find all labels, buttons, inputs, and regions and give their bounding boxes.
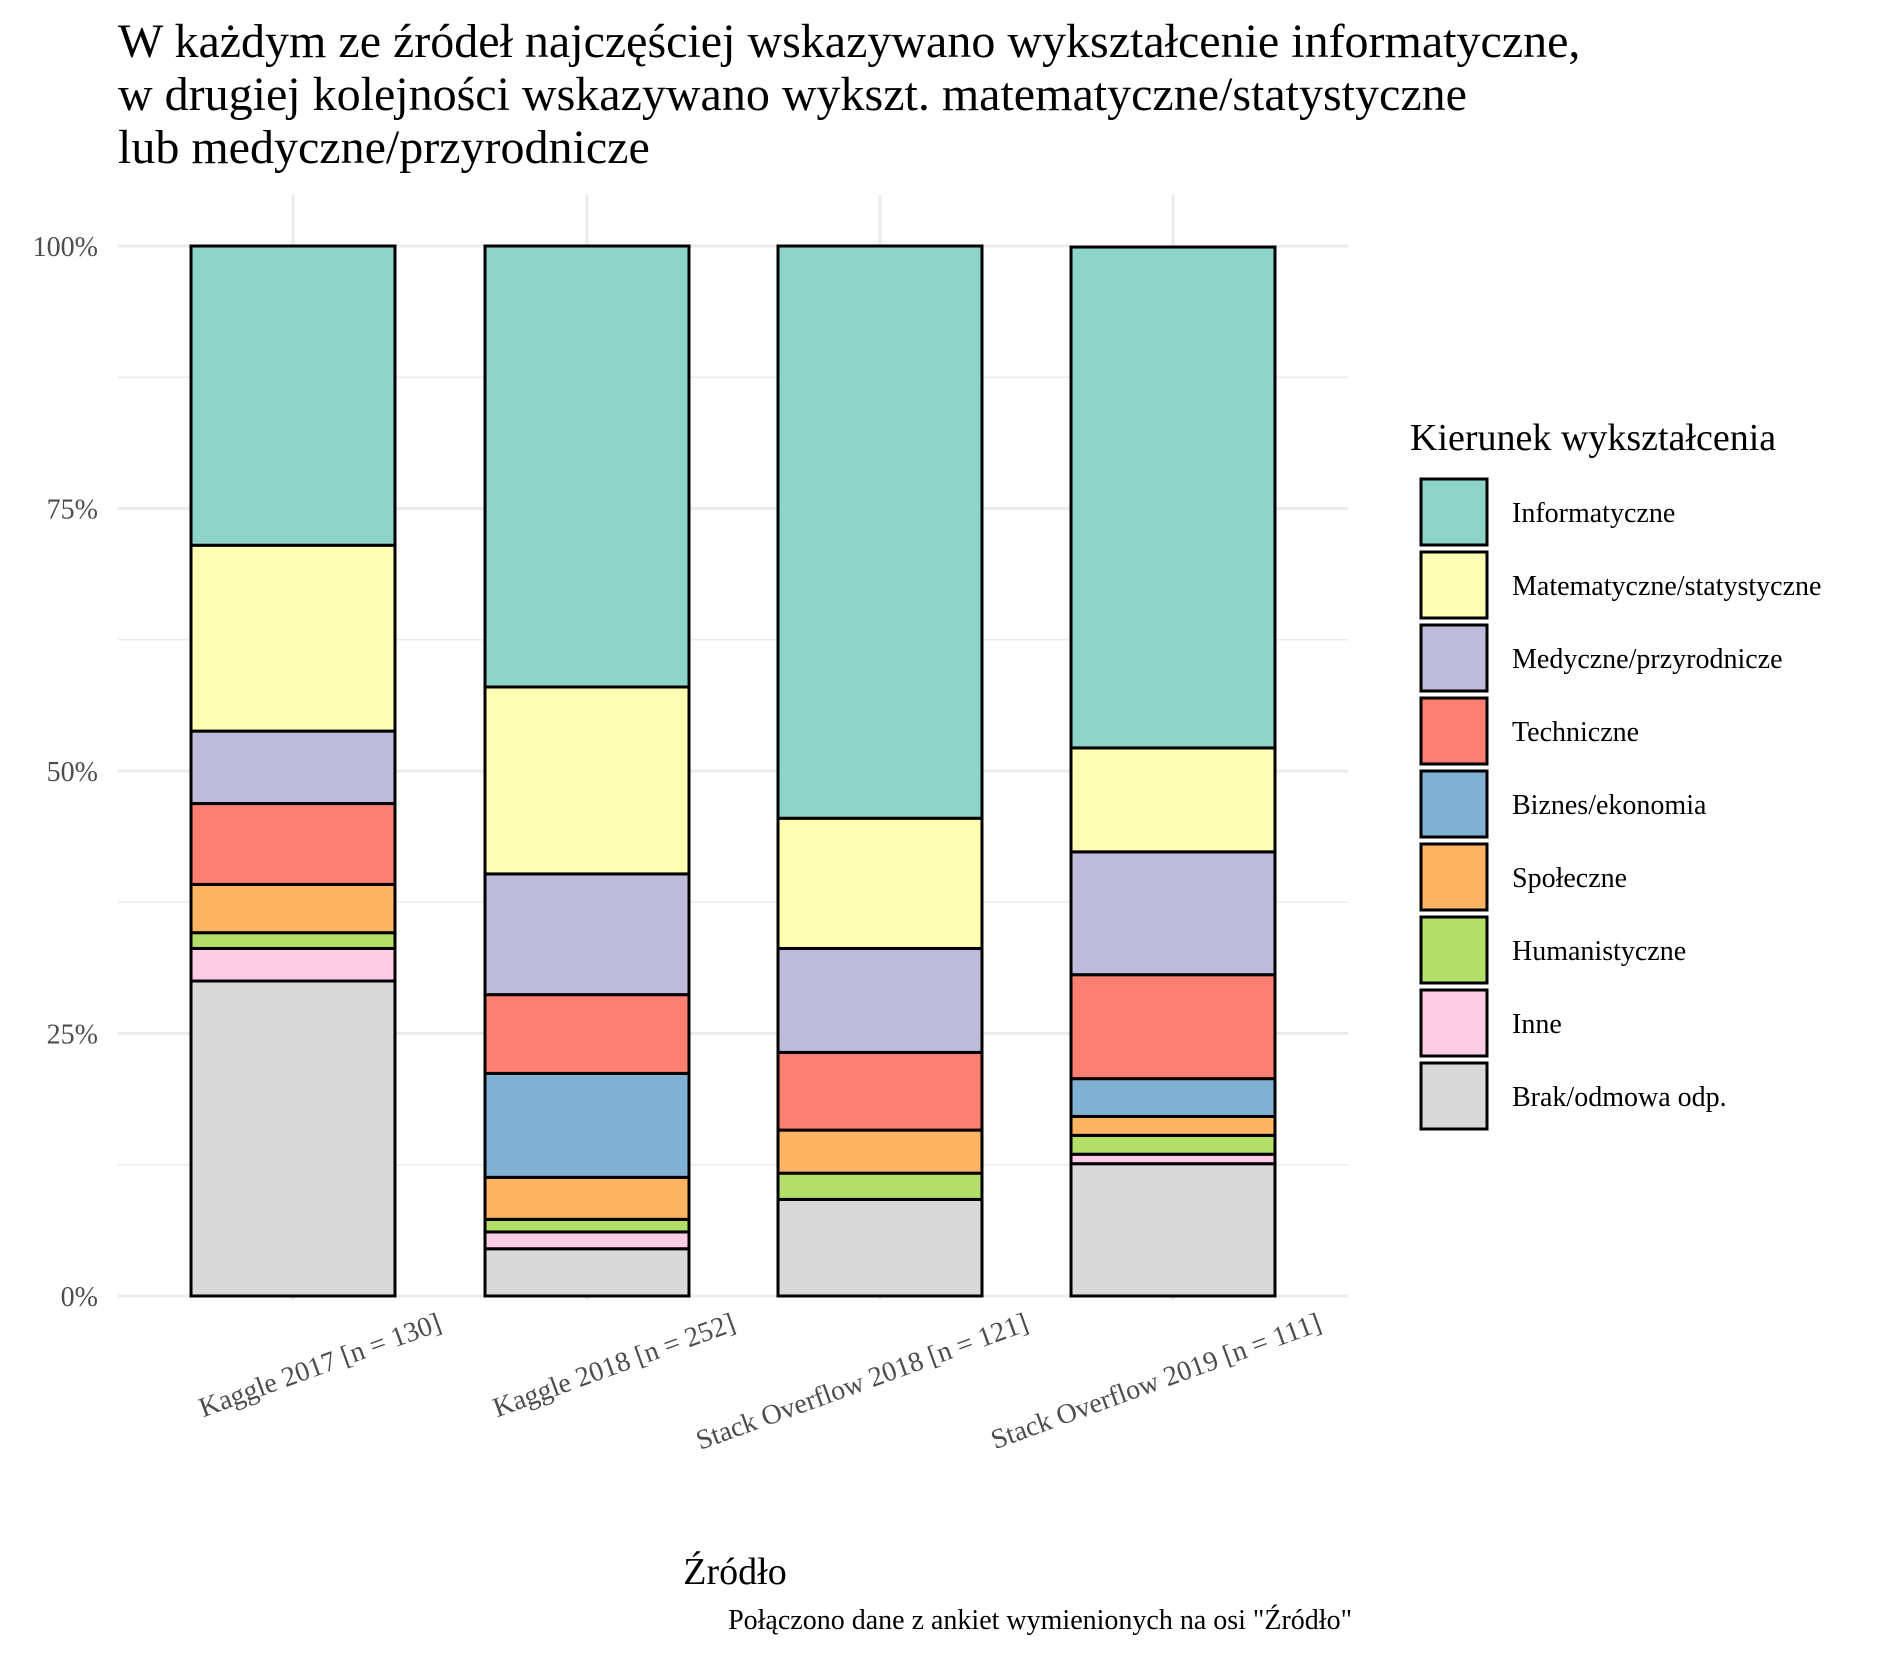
legend-swatch	[1419, 769, 1489, 839]
legend-swatch	[1419, 623, 1489, 693]
bar-stack	[483, 244, 691, 1298]
bar-segment	[1069, 1133, 1277, 1156]
bar-segment	[776, 946, 984, 1054]
legend-item-label: Humanistyczne	[1512, 936, 1686, 967]
legend-swatch	[1419, 1061, 1489, 1131]
y-tick-label: 0%	[61, 1282, 98, 1313]
legend-item-label: Inne	[1512, 1009, 1562, 1040]
legend-swatch	[1419, 696, 1489, 766]
legend: Kierunek wykształcenia Informatyczne Mate…	[1410, 417, 1821, 1131]
bar-stack	[1069, 245, 1277, 1298]
bar-segment	[483, 1217, 691, 1234]
bar-segment	[189, 802, 397, 886]
legend-swatch	[1419, 915, 1489, 985]
legend-item-label: Społeczne	[1512, 863, 1627, 894]
bar-segment	[1069, 973, 1277, 1081]
y-tick-label: 50%	[47, 757, 98, 788]
legend-item-label: Informatyczne	[1512, 498, 1675, 529]
bar-segment	[189, 729, 397, 806]
bar-segment	[1069, 245, 1277, 750]
bar-segment	[483, 872, 691, 997]
bar-segment	[189, 979, 397, 1298]
bar-stack	[776, 244, 984, 1298]
y-axis: 0% 25% 50% 75% 100%	[33, 232, 98, 1313]
bar-segment	[1069, 1077, 1277, 1118]
x-tick-label: Stack Overflow 2018 [n = 121]	[692, 1307, 1032, 1456]
bar-segment	[1069, 1162, 1277, 1298]
bar-segment	[776, 244, 984, 820]
bar-stack	[189, 244, 397, 1298]
bar-segment	[189, 882, 397, 935]
legend-swatch	[1419, 477, 1489, 547]
bar-segment	[189, 931, 397, 950]
y-tick-label: 75%	[47, 495, 98, 526]
bar-segment	[189, 543, 397, 733]
legend-swatch	[1419, 550, 1489, 620]
y-tick-label: 25%	[47, 1020, 98, 1051]
chart-caption: Połączono dane z ankiet wymienionych na …	[728, 1605, 1352, 1636]
bar-segment	[483, 685, 691, 876]
bar-segment	[776, 1050, 984, 1132]
legend-item-label: Brak/odmowa odp.	[1512, 1082, 1727, 1113]
bar-segment	[483, 1071, 691, 1179]
plot-area	[189, 244, 1277, 1298]
bar-segment	[776, 816, 984, 950]
bar-segment	[189, 244, 397, 547]
chart-title-line-2: w drugiej kolejności wskazywano wykszt. …	[118, 68, 1467, 121]
x-tick-label: Stack Overflow 2019 [n = 111]	[987, 1307, 1325, 1455]
legend-item-label: Medyczne/przyrodnicze	[1512, 644, 1783, 675]
bar-segment	[483, 1230, 691, 1251]
legend-item-label: Matematyczne/statystyczne	[1512, 571, 1821, 602]
chart-title: W każdym ze źródeł najczęściej wskazywan…	[118, 15, 1580, 174]
bar-segment	[189, 946, 397, 983]
legend-item-label: Techniczne	[1512, 717, 1639, 748]
chart-title-line-3: lub medyczne/przyrodnicze	[118, 121, 650, 174]
bar-segment	[483, 244, 691, 689]
bar-segment	[1069, 1114, 1277, 1137]
x-axis: Kaggle 2017 [n = 130] Kaggle 2018 [n = 25…	[195, 1307, 1326, 1456]
bar-segment	[483, 1247, 691, 1298]
bar-segment	[776, 1171, 984, 1201]
bar-segment	[483, 993, 691, 1075]
bar-segment	[1069, 850, 1277, 977]
bar-segment	[776, 1128, 984, 1175]
bar-segment	[776, 1197, 984, 1298]
chart-title-line-1: W każdym ze źródeł najczęściej wskazywan…	[118, 15, 1580, 68]
legend-title: Kierunek wykształcenia	[1410, 417, 1776, 459]
legend-swatch	[1419, 988, 1489, 1058]
y-tick-label: 100%	[33, 232, 98, 263]
x-tick-label: Kaggle 2018 [n = 252]	[489, 1307, 740, 1423]
legend-item-label: Biznes/ekonomia	[1512, 790, 1707, 821]
bar-segment	[483, 1175, 691, 1221]
legend-swatch	[1419, 842, 1489, 912]
x-tick-label: Kaggle 2017 [n = 130]	[195, 1307, 446, 1423]
x-axis-title: Źródło	[683, 1551, 786, 1593]
bar-segment	[1069, 746, 1277, 854]
